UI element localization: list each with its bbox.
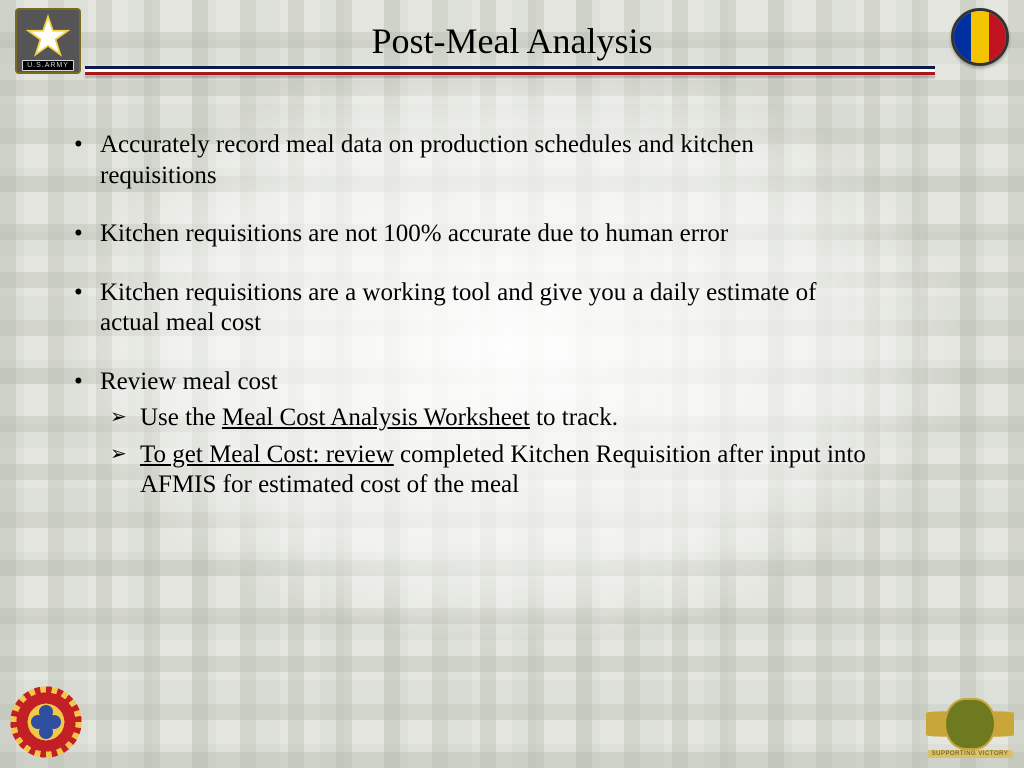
sub-text: Use the (140, 404, 222, 431)
bullet-text: Accurately record meal data on productio… (100, 131, 754, 189)
bullet-item: Kitchen requisitions are a working tool … (70, 278, 870, 339)
sub-text-underline: Meal Cost Analysis Worksheet (222, 404, 530, 431)
slide-title: Post-Meal Analysis (0, 20, 1024, 62)
badge-flower-icon (32, 708, 60, 736)
bullet-text: Kitchen requisitions are a working tool … (100, 279, 816, 337)
bullet-item: Accurately record meal data on productio… (70, 130, 870, 191)
slide: U.S.ARMY Post-Meal Analysis Accurately r… (0, 0, 1024, 768)
sub-bullet-item: Use the Meal Cost Analysis Worksheet to … (106, 403, 870, 434)
crest-shield-icon (944, 698, 996, 750)
divider-rule (85, 66, 935, 78)
bullet-item: Review meal cost Use the Meal Cost Analy… (70, 367, 870, 501)
sub-text-underline: To get Meal Cost: review (140, 441, 394, 468)
content-area: Accurately record meal data on productio… (70, 130, 870, 507)
bullet-text: Review meal cost (100, 368, 278, 395)
unit-badge-left (10, 686, 82, 758)
crest-banner: SUPPORTING VICTORY (928, 750, 1013, 758)
bullet-item: Kitchen requisitions are not 100% accura… (70, 219, 870, 250)
sub-bullet-item: To get Meal Cost: review completed Kitch… (106, 440, 870, 501)
bullet-list: Accurately record meal data on productio… (70, 130, 870, 501)
unit-crest-right: SUPPORTING VICTORY (926, 692, 1014, 758)
sub-bullet-list: Use the Meal Cost Analysis Worksheet to … (106, 403, 870, 501)
bullet-text: Kitchen requisitions are not 100% accura… (100, 220, 728, 247)
sub-text: to track. (530, 404, 618, 431)
rule-shadow (85, 75, 935, 78)
